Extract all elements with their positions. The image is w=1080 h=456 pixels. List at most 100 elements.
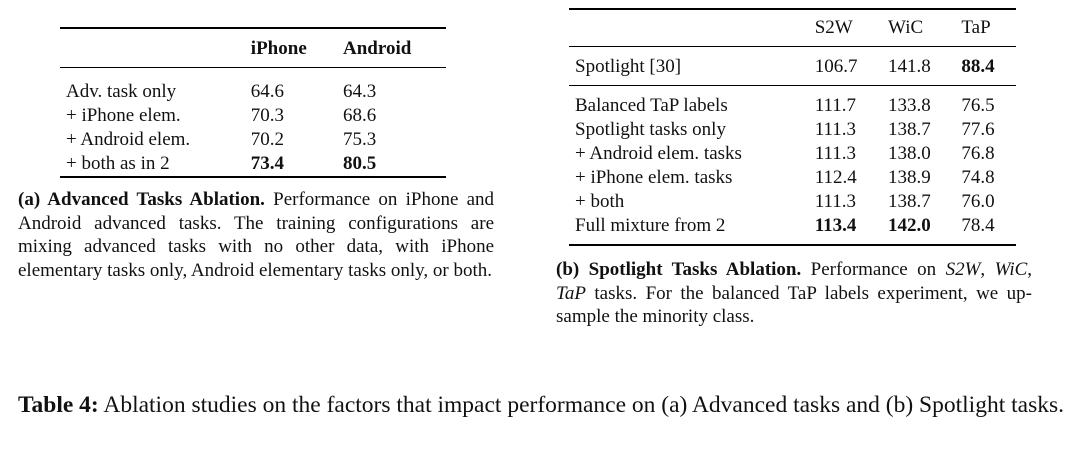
value-cell: 111.3: [809, 190, 882, 214]
cell-text: 138.9: [888, 167, 931, 188]
cell-text: 70.3: [250, 105, 285, 126]
table-row: Spotlight tasks only 111.3 138.7 77.6: [569, 118, 1016, 142]
cell-text: 76.5: [961, 95, 995, 116]
cell-text: + Android elem. tasks: [575, 143, 742, 164]
cell-text: 111.3: [814, 119, 857, 140]
caption-label: (b) Spotlight Tasks Ablation.: [556, 259, 802, 280]
value-cell: 138.7: [882, 190, 955, 214]
value-cell: 138.0: [882, 142, 955, 166]
cell-text: 111.3: [814, 143, 857, 164]
cell-text: + iPhone elem.: [66, 105, 181, 126]
value-cell: 77.6: [955, 118, 1016, 142]
row-label: + both as in 2: [60, 152, 245, 177]
table-row: Spotlight [30] 106.7 141.8 88.4: [569, 47, 1016, 86]
cell-text: 141.8: [888, 56, 931, 77]
caption-a: (a) Advanced Tasks Ablation. Performance…: [18, 188, 494, 282]
cell-text: 80.5: [343, 153, 377, 174]
row-label: Adv. task only: [60, 68, 245, 105]
cell-text: 68.6: [343, 105, 377, 126]
table-row: + iPhone elem. tasks 112.4 138.9 74.8: [569, 166, 1016, 190]
cell-text: 75.3: [343, 129, 377, 150]
cell-text: 74.8: [961, 167, 995, 188]
value-cell: 138.9: [882, 166, 955, 190]
table-row: + both as in 2 73.4 80.5: [60, 152, 446, 177]
value-cell: 142.0: [882, 214, 955, 245]
cell-text: 88.4: [961, 56, 995, 77]
value-cell: 88.4: [955, 47, 1016, 86]
column-header: iPhone: [244, 28, 338, 68]
cell-text: Balanced TaP labels: [575, 95, 728, 116]
table-row: + iPhone elem. 70.3 68.6: [60, 104, 446, 128]
value-cell: 111.3: [809, 142, 882, 166]
table-caption: Table 4: Ablation studies on the factors…: [18, 389, 1076, 422]
row-label: Full mixture from 2: [569, 214, 809, 245]
table-a: iPhone Android Adv. task only 64.6 64.3 + iPh…: [60, 27, 446, 178]
value-cell: 70.2: [245, 128, 337, 152]
caption-b: (b) Spotlight Tasks Ablation. Performanc…: [556, 258, 1032, 329]
cell-text: 73.4: [250, 153, 285, 174]
table-row: Full mixture from 2 113.4 142.0 78.4: [569, 214, 1016, 245]
value-cell: 68.6: [337, 104, 446, 128]
cell-text: 64.3: [343, 81, 377, 102]
cell-text: + iPhone elem. tasks: [575, 167, 733, 188]
column-header: TaP: [955, 9, 1016, 47]
cell-text: 78.4: [961, 215, 995, 236]
value-cell: 76.8: [955, 142, 1016, 166]
caption-text: ,: [980, 259, 995, 280]
cell-text: + both: [575, 191, 625, 212]
table-row: + both 111.3 138.7 76.0: [569, 190, 1016, 214]
value-cell: 78.4: [955, 214, 1016, 245]
cell-text: 138.0: [888, 143, 931, 164]
cell-text: 113.4: [814, 215, 857, 236]
value-cell: 111.3: [809, 118, 882, 142]
value-cell: 64.3: [337, 68, 446, 105]
cell-text: 112.4: [814, 167, 857, 188]
cell-text: + both as in 2: [66, 153, 170, 174]
value-cell: 133.8: [882, 85, 956, 118]
row-label: + both: [569, 190, 809, 214]
value-cell: 111.7: [808, 85, 883, 118]
caption-text: TaP: [556, 282, 586, 304]
row-label: + Android elem. tasks: [569, 142, 809, 166]
caption-text: WiC: [994, 259, 1028, 280]
value-cell: 106.7: [809, 47, 882, 86]
value-cell: 76.5: [955, 85, 1016, 118]
caption-text: Performance on iPhone and Android advanc…: [18, 189, 495, 281]
value-cell: 64.6: [245, 68, 337, 105]
value-cell: 75.3: [337, 128, 446, 152]
table-b: S2W WiC TaP Spotlight [30] 106.7 141.8 88.4 Bal…: [569, 8, 1016, 246]
cell-text: 133.8: [888, 95, 931, 116]
caption-text: Performance on: [810, 259, 946, 280]
cell-text: 76.8: [961, 143, 995, 164]
cell-text: 111.7: [814, 95, 857, 116]
cell-text: Full mixture from 2: [575, 215, 726, 236]
caption-label: (a) Advanced Tasks Ablation.: [18, 189, 265, 210]
column-header: Android: [337, 28, 446, 68]
header-empty: [60, 28, 245, 68]
row-label: + iPhone elem. tasks: [569, 166, 809, 190]
value-cell: 74.8: [955, 166, 1016, 190]
caption-text: ,: [1027, 259, 1033, 280]
cell-text: 77.6: [961, 119, 995, 140]
cell-text: 138.7: [888, 191, 931, 212]
value-cell: 138.7: [882, 118, 955, 142]
cell-text: 138.7: [888, 119, 931, 140]
value-cell: 70.3: [245, 104, 337, 128]
table-row: + Android elem. tasks 111.3 138.0 76.8: [569, 142, 1016, 166]
value-cell: 76.0: [955, 190, 1016, 214]
cell-text: 142.0: [888, 215, 931, 236]
header-row: S2W WiC TaP: [569, 9, 1016, 47]
value-cell: 141.8: [882, 47, 955, 86]
value-cell: 73.4: [245, 152, 337, 177]
caption-text: S2W: [945, 259, 981, 280]
row-label: Spotlight [30]: [569, 47, 809, 86]
value-cell: 113.4: [809, 214, 882, 245]
row-label: + iPhone elem.: [60, 104, 245, 128]
table-row: + Android elem. 70.2 75.3: [60, 128, 446, 152]
caption-label: Table 4:: [18, 392, 99, 418]
table-row: Adv. task only 64.6 64.3: [60, 68, 446, 105]
caption-text: tasks. For the balanced TaP labels exper…: [556, 282, 1032, 328]
cell-text: Spotlight tasks only: [575, 119, 726, 140]
caption-text: Ablation studies on the factors that imp…: [103, 392, 1064, 418]
